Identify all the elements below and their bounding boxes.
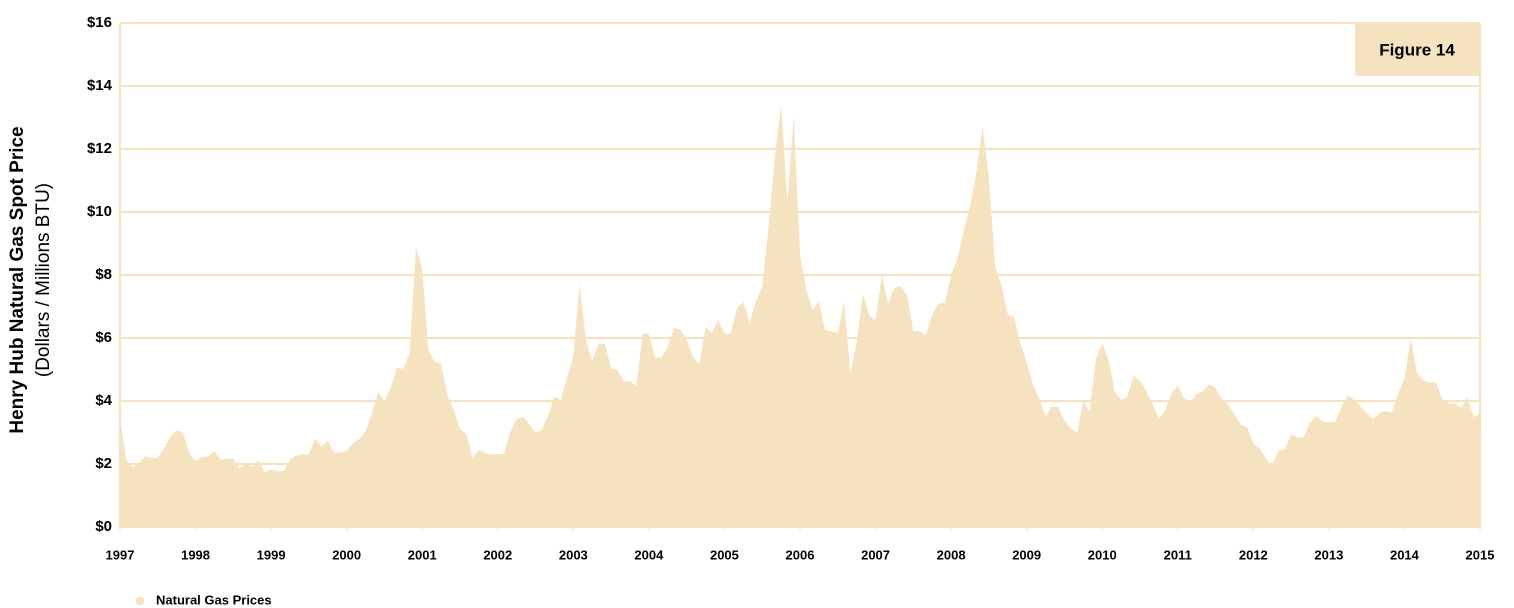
y-tick-label: $2 — [95, 455, 112, 472]
y-axis-sublabel: (Dollars / Millions BTU) — [33, 183, 54, 377]
x-tick-label: 2006 — [786, 547, 815, 562]
x-tick-label: 2013 — [1314, 547, 1343, 562]
y-axis-label: Henry Hub Natural Gas Spot Price — [7, 126, 28, 433]
x-tick-label: 2012 — [1239, 547, 1268, 562]
x-tick-label: 2014 — [1390, 547, 1420, 562]
x-tick-label: 1999 — [257, 547, 286, 562]
x-tick-label: 2009 — [1012, 547, 1041, 562]
x-tick-label: 2003 — [559, 547, 588, 562]
y-tick-label: $6 — [95, 329, 112, 346]
annotation-box — [1355, 24, 1479, 76]
legend-label: Natural Gas Prices — [156, 592, 272, 607]
annotation: Figure 14 — [1379, 40, 1455, 59]
y-tick-label: $14 — [87, 77, 113, 94]
x-tick-label: 2005 — [710, 547, 739, 562]
x-tick-label: 2002 — [483, 547, 512, 562]
y-tick-label: $4 — [95, 392, 112, 409]
x-tick-label: 2004 — [634, 547, 664, 562]
y-tick-label: $12 — [87, 140, 112, 157]
x-tick-label: 2010 — [1088, 547, 1117, 562]
area — [120, 104, 1480, 528]
x-tick-label: 1998 — [181, 547, 210, 562]
y-tick-label: $8 — [95, 266, 112, 283]
x-tick-label: 2000 — [332, 547, 361, 562]
x-tick-label: 2001 — [408, 547, 437, 562]
y-tick-label: $0 — [95, 518, 112, 535]
x-tick-label: 2015 — [1466, 547, 1495, 562]
x-tick-label: 1997 — [106, 547, 135, 562]
y-tick-label: $16 — [87, 14, 112, 31]
legend-marker — [135, 596, 145, 606]
x-tick-label: 2011 — [1164, 547, 1192, 562]
x-tick-label: 2008 — [937, 547, 966, 562]
y-tick-label: $10 — [87, 203, 112, 220]
x-tick-label: 2007 — [861, 547, 890, 562]
